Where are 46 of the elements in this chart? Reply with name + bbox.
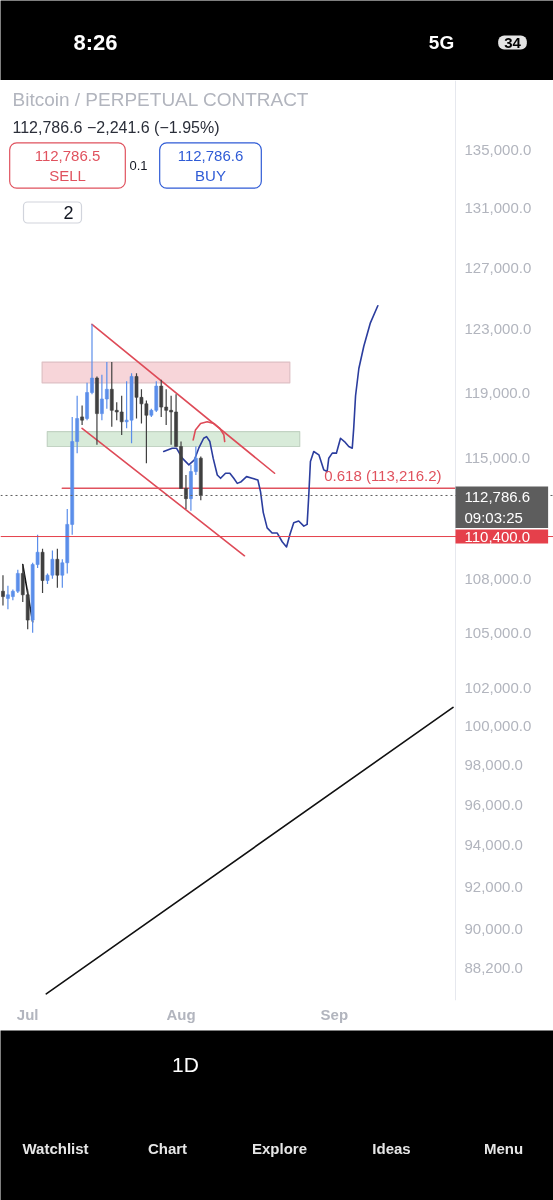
annotation: BUY bbox=[195, 167, 226, 185]
annotation: 0.1 bbox=[129, 158, 148, 173]
y-tick-label: 127,000.0 bbox=[464, 258, 532, 276]
y-tick-label: 92,000.0 bbox=[464, 877, 523, 895]
candlestick bbox=[119, 395, 124, 436]
annotation: 112,786.6 bbox=[177, 146, 244, 164]
ref-line-label: 110,400.0 bbox=[464, 527, 531, 545]
y-tick-label: 94,000.0 bbox=[464, 836, 523, 854]
x-tick-label: Jul bbox=[16, 1005, 39, 1023]
y-tick-label: 131,000.0 bbox=[464, 199, 532, 217]
y-tick-label: 123,000.0 bbox=[464, 320, 532, 338]
chart-title: Bitcoin / PERPETUAL CONTRACT bbox=[12, 89, 309, 110]
text: 8:26 bbox=[73, 30, 118, 55]
text: 09:03:25 bbox=[464, 508, 523, 526]
text: 1D bbox=[172, 1053, 199, 1076]
annotation: SELL bbox=[49, 167, 86, 185]
y-tick-label: 102,000.0 bbox=[464, 679, 532, 697]
candlestick bbox=[80, 404, 84, 426]
x-tick-label: Aug bbox=[166, 1005, 196, 1023]
y-tick-label: 135,000.0 bbox=[464, 141, 532, 159]
y-tick-label: 96,000.0 bbox=[464, 795, 523, 813]
series-label: 0.618 (113,216.2) bbox=[324, 467, 442, 485]
text: 34 bbox=[504, 33, 522, 51]
text: Explore bbox=[251, 1140, 308, 1157]
candlestick bbox=[15, 569, 20, 594]
x-tick-label: Sep bbox=[320, 1005, 349, 1023]
y-tick-label: 115,000.0 bbox=[464, 449, 531, 467]
y-tick-label: 108,000.0 bbox=[464, 569, 532, 587]
text: Ideas bbox=[372, 1140, 411, 1157]
annotation: 112,786.5 bbox=[34, 146, 101, 164]
candlestick bbox=[55, 548, 60, 589]
text: Watchlist bbox=[22, 1140, 89, 1157]
y-tick-label: 119,000.0 bbox=[464, 383, 531, 401]
y-tick-label: 90,000.0 bbox=[464, 919, 523, 937]
y-tick-label: 88,200.0 bbox=[464, 958, 523, 976]
annotation: 2 bbox=[63, 203, 74, 223]
text: 112,786.6 −2,241.6 (−1.95%) bbox=[12, 119, 220, 136]
y-tick-label: 98,000.0 bbox=[464, 756, 523, 774]
text: Chart bbox=[147, 1140, 188, 1157]
text: Menu bbox=[483, 1140, 524, 1157]
candlestick bbox=[1, 574, 5, 607]
text: 5G bbox=[428, 32, 455, 53]
y-tick-label: 100,000.0 bbox=[464, 717, 532, 735]
ref-line-label: 112,786.6 bbox=[464, 488, 531, 506]
candlestick bbox=[159, 379, 164, 418]
y-tick-label: 105,000.0 bbox=[464, 623, 532, 641]
